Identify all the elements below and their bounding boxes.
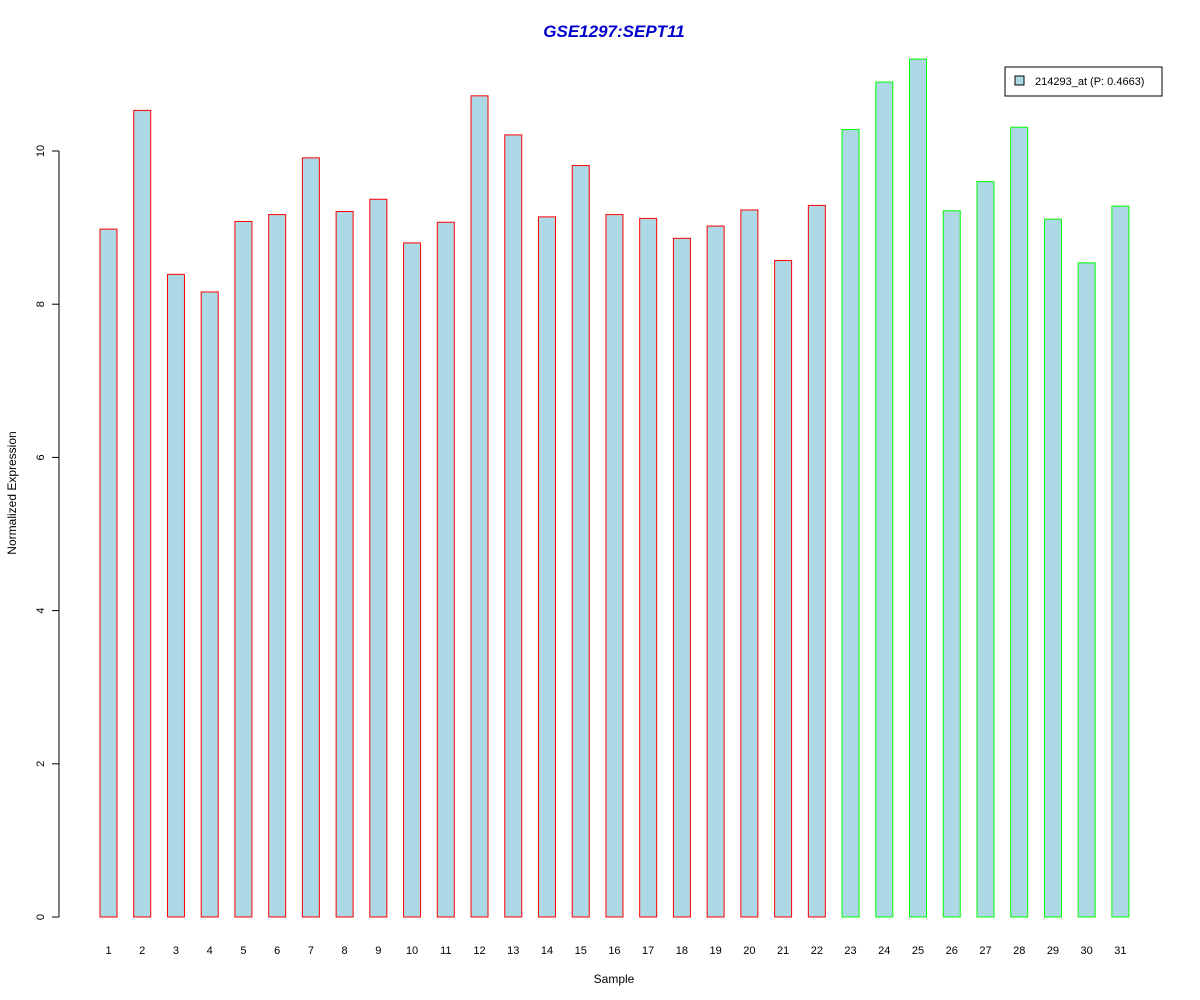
x-tick-label: 9 <box>375 945 381 957</box>
bar-sample-9 <box>369 198 388 918</box>
bar-sample-12 <box>470 95 489 918</box>
bar-sample-3 <box>166 273 185 918</box>
x-tick-labels: 1 2 3 4 5 6 7 8 9 10 11 12 13 14 15 16 17 18 19 20 21 22 23 24 2… <box>105 945 1126 957</box>
legend-label: 214293_at (P: 0.4663) <box>1035 76 1144 88</box>
bar-sample-2 <box>133 109 152 918</box>
x-tick-label: 5 <box>240 945 246 957</box>
x-tick-label: 28 <box>1013 945 1025 957</box>
chart-title: GSE1297:SEPT11 <box>543 22 684 41</box>
bar-sample-22 <box>807 204 826 918</box>
bar-sample-28 <box>1010 126 1029 918</box>
x-tick-label: 7 <box>308 945 314 957</box>
bar-sample-29 <box>1043 218 1062 918</box>
x-tick-label: 25 <box>912 945 924 957</box>
y-axis: 0 2 4 6 8 10 <box>35 145 60 920</box>
x-tick-label: 30 <box>1081 945 1093 957</box>
bar-sample-27 <box>976 181 995 918</box>
bar-sample-11 <box>436 221 455 918</box>
x-tick-label: 23 <box>844 945 856 957</box>
x-axis-title: Sample <box>594 972 635 986</box>
bar-sample-10 <box>403 242 422 918</box>
legend-swatch <box>1014 75 1025 86</box>
bar-sample-17 <box>639 217 658 918</box>
bar-sample-8 <box>335 211 354 918</box>
bar-sample-4 <box>200 291 219 918</box>
x-tick-label: 22 <box>811 945 823 957</box>
bar-sample-30 <box>1077 262 1096 918</box>
bar-sample-5 <box>234 220 253 918</box>
x-tick-label: 2 <box>139 945 145 957</box>
y-tick-label: 8 <box>35 301 47 307</box>
x-tick-label: 3 <box>173 945 179 957</box>
x-tick-label: 20 <box>743 945 755 957</box>
x-tick-label: 14 <box>541 945 553 957</box>
bar-sample-19 <box>706 225 725 918</box>
bar-sample-1 <box>99 228 118 918</box>
x-tick-label: 16 <box>608 945 620 957</box>
bar-sample-7 <box>301 157 320 918</box>
bar-sample-23 <box>841 129 860 918</box>
bar-sample-24 <box>875 81 894 918</box>
bar-sample-31 <box>1111 205 1130 918</box>
x-tick-label: 6 <box>274 945 280 957</box>
bar-sample-15 <box>571 165 590 918</box>
bar-sample-13 <box>504 134 523 918</box>
x-tick-label: 24 <box>878 945 890 957</box>
x-tick-label: 17 <box>642 945 654 957</box>
x-tick-label: 4 <box>207 945 213 957</box>
x-tick-label: 1 <box>105 945 111 957</box>
legend-box <box>1004 66 1163 97</box>
y-axis-title: Normalized Expression <box>5 431 19 554</box>
x-tick-label: 12 <box>473 945 485 957</box>
bar-sample-21 <box>774 260 793 918</box>
x-tick-label: 19 <box>710 945 722 957</box>
x-tick-label: 13 <box>507 945 519 957</box>
x-tick-label: 11 <box>440 945 451 957</box>
bars-group <box>99 58 1130 918</box>
x-tick-label: 21 <box>777 945 789 957</box>
legend: 214293_at (P: 0.4663) <box>1004 66 1163 97</box>
x-tick-label: 29 <box>1047 945 1059 957</box>
x-tick-label: 10 <box>406 945 418 957</box>
y-tick-label: 10 <box>35 145 47 157</box>
bar-sample-14 <box>537 216 556 918</box>
x-tick-label: 27 <box>979 945 991 957</box>
y-tick-label: 2 <box>35 761 47 767</box>
y-tick-label: 6 <box>35 454 47 460</box>
bar-sample-16 <box>605 214 624 918</box>
bar-sample-20 <box>740 209 759 918</box>
bar-sample-6 <box>268 214 287 918</box>
x-tick-label: 18 <box>676 945 688 957</box>
y-tick-label: 4 <box>35 608 47 614</box>
y-tick-label: 0 <box>35 914 47 920</box>
x-tick-label: 8 <box>342 945 348 957</box>
x-tick-label: 31 <box>1114 945 1126 957</box>
bar-sample-26 <box>942 210 961 918</box>
x-tick-label: 15 <box>575 945 587 957</box>
bar-sample-25 <box>909 58 928 918</box>
bar-sample-18 <box>672 237 691 918</box>
x-tick-label: 26 <box>946 945 958 957</box>
